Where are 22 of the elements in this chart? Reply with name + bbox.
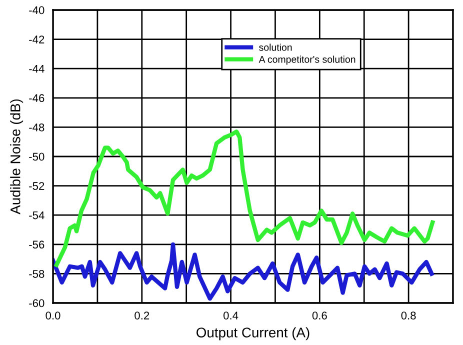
y-tick-label: -56 — [29, 240, 44, 249]
line-series — [53, 242, 434, 301]
y-tick-label: -54 — [29, 211, 44, 220]
y-tick-label: -42 — [29, 36, 44, 44]
y-tick-label: -58 — [29, 270, 44, 278]
x-tick-label: 0.6 — [312, 312, 327, 320]
y-tick-label: -52 — [29, 182, 44, 190]
x-tick-label: 0.0 — [46, 312, 60, 320]
x-axis-title: Output Current (A) — [196, 327, 310, 340]
legend-label: A competitor's solution — [258, 56, 356, 65]
y-tick-label: -50 — [29, 152, 44, 161]
x-tick-label: 0.8 — [401, 312, 416, 320]
y-tick-label: -60 — [29, 299, 44, 308]
y-tick-label: -40 — [29, 6, 44, 14]
x-tick-label: 0.2 — [134, 312, 150, 320]
x-tick-label: 0.4 — [223, 312, 238, 320]
y-tick-label: -48 — [29, 123, 44, 132]
y-tick-label: -46 — [29, 94, 44, 102]
legend-label: solution — [259, 44, 292, 51]
line-series — [54, 130, 435, 267]
y-axis-title: Audible Noise (dB) — [10, 99, 24, 214]
y-tick-label: -44 — [29, 64, 44, 73]
